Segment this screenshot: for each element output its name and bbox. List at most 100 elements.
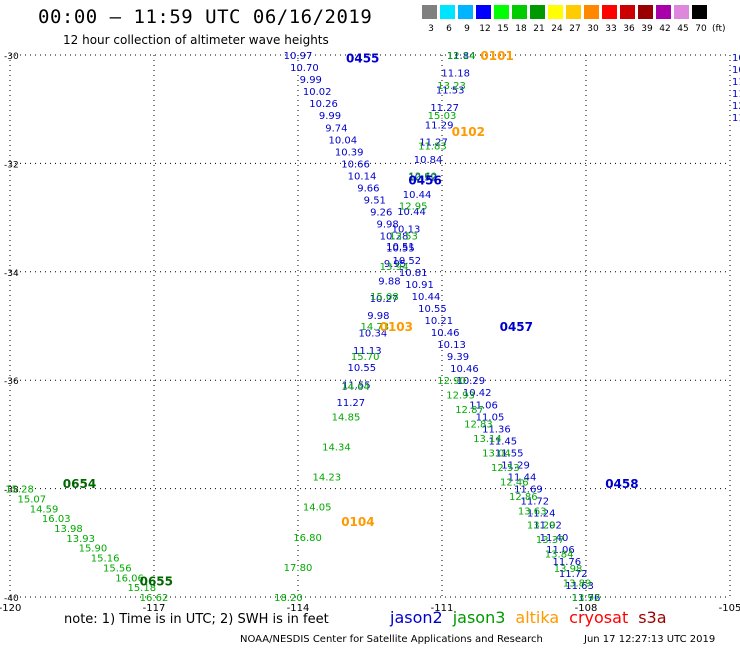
- lat-tick-label: -30: [4, 52, 19, 62]
- wave-height-value: 10.13: [392, 224, 421, 235]
- wave-height-value: 13.89: [563, 579, 592, 590]
- wave-height-value: 12.83: [464, 420, 493, 431]
- lat-tick-label: -32: [4, 160, 19, 170]
- wave-height-value: 13.98: [54, 524, 83, 535]
- wave-height-value: 10.91: [405, 280, 434, 291]
- time-tag: 0655: [140, 575, 173, 589]
- legend-swatch: [512, 5, 527, 19]
- legend-unit: (ft): [712, 24, 726, 34]
- time-tag: 0457: [500, 320, 533, 334]
- lat-tick-label: -38: [4, 486, 19, 496]
- edge-value: 10.96: [732, 53, 740, 64]
- legend-label: 21: [533, 24, 545, 34]
- wave-height-value: 11.45: [488, 436, 517, 447]
- wave-height-value: 15.03: [428, 111, 457, 122]
- edge-value: 12: [732, 101, 740, 112]
- edge-value: 10.96: [732, 65, 740, 76]
- wave-height-value: 12.86: [509, 492, 538, 503]
- legend-label: 6: [446, 24, 452, 34]
- wave-height-value: 10.39: [335, 147, 364, 158]
- wave-height-value: 11.27: [419, 138, 448, 149]
- wave-height-value: 11.06: [469, 400, 498, 411]
- wave-height-value: 11.63: [565, 581, 594, 592]
- wave-height-value: 14.85: [332, 412, 361, 423]
- time-tag: 0101: [480, 49, 513, 63]
- wave-height-value: 13.92: [572, 593, 601, 604]
- wave-height-value: 11.27: [430, 103, 459, 114]
- wave-height-value: 10.44: [403, 190, 432, 201]
- legend-swatch: [656, 5, 671, 19]
- time-tag: 0654: [63, 477, 96, 491]
- wave-height-value: 11.06: [546, 545, 575, 556]
- wave-height-value: 9.51: [364, 196, 386, 207]
- wave-height-value: 10.66: [341, 159, 370, 170]
- wave-height-value: 9.98: [376, 220, 398, 231]
- legend-label: 39: [641, 24, 653, 34]
- wave-height-value: 11.84: [447, 51, 476, 62]
- wave-height-value: 10.04: [328, 135, 357, 146]
- wave-height-value: 9.26: [370, 208, 392, 219]
- wave-height-value: 10.97: [284, 51, 313, 62]
- wave-height-value: 13.63: [518, 506, 547, 517]
- lat-tick-label: -40: [4, 594, 19, 604]
- wave-height-value: 10.34: [359, 329, 388, 340]
- wave-height-value: 16.62: [140, 593, 169, 604]
- legend-swatch: [584, 5, 599, 19]
- wave-height-value: 11.44: [508, 473, 537, 484]
- legend-label: 24: [551, 24, 563, 34]
- satellite-legend: jason2 jason3 altika cryosat s3a: [390, 608, 677, 627]
- wave-height-value: 10.46: [431, 328, 460, 339]
- legend-label: 36: [623, 24, 635, 34]
- legend-swatch: [548, 5, 563, 19]
- wave-height-value: 10.55: [418, 304, 447, 315]
- wave-height-value: 15.16: [91, 554, 120, 565]
- wave-height-value: 10.27: [370, 294, 399, 305]
- wave-height-value: 15.08: [370, 292, 399, 303]
- wave-height-value: 13.29: [527, 521, 556, 532]
- wave-height-value: 11.02: [533, 521, 562, 532]
- wave-height-value: 10.46: [450, 364, 479, 375]
- time-tag: 0455: [346, 52, 379, 66]
- wave-height-value: 11.29: [425, 120, 454, 131]
- satellite-jason2: jason2: [390, 608, 443, 627]
- legend-label: 45: [677, 24, 689, 34]
- time-tag: 0456: [408, 174, 441, 188]
- wave-height-value: 11.40: [540, 533, 569, 544]
- wave-height-value: 9.99: [319, 111, 341, 122]
- wave-height-value: 15.07: [17, 494, 46, 505]
- wave-height-value: 9.88: [378, 276, 400, 287]
- wave-height-value: 10.52: [408, 172, 437, 183]
- wave-height-value: 18.20: [274, 593, 303, 604]
- legend-label: 3: [428, 24, 434, 34]
- lon-tick-label: -120: [0, 603, 21, 614]
- wave-height-value: 9.99: [300, 75, 322, 86]
- wave-height-value: 12.95: [399, 202, 428, 213]
- page-subtitle: 12 hour collection of altimeter wave hei…: [63, 33, 329, 47]
- wave-height-value: 12.14: [447, 51, 476, 62]
- lon-tick-label: -111: [431, 603, 454, 614]
- wave-height-value: 14.64: [341, 382, 370, 393]
- wave-height-value: 9.95: [384, 259, 406, 270]
- wave-height-value: 13.53: [389, 232, 418, 243]
- wave-height-value: 11.76: [572, 593, 601, 604]
- satellite-altika: altika: [515, 608, 560, 627]
- wave-height-value: 9.39: [447, 352, 469, 363]
- wave-height-value: 10.29: [456, 376, 485, 387]
- credit-text: NOAA/NESDIS Center for Satellite Applica…: [240, 634, 543, 645]
- lat-tick-label: -36: [4, 377, 19, 387]
- legend-swatch: [638, 5, 653, 19]
- legend-swatch: [422, 5, 437, 19]
- edge-value: 11.1: [732, 113, 740, 124]
- wave-height-value: 12.60: [408, 171, 437, 182]
- wave-height-value: 14.73: [360, 322, 389, 333]
- legend-swatch: [530, 5, 545, 19]
- wave-height-value: 16.03: [42, 514, 71, 525]
- wave-height-value: 11.83: [418, 141, 447, 152]
- wave-height-value: 15.70: [351, 352, 380, 363]
- wave-height-value: 17.80: [284, 563, 313, 574]
- edge-value: 11.8: [732, 77, 740, 88]
- wave-height-value: 13.98: [554, 564, 583, 575]
- wave-height-value: 13.37: [536, 535, 565, 546]
- wave-height-value: 11.24: [527, 509, 556, 520]
